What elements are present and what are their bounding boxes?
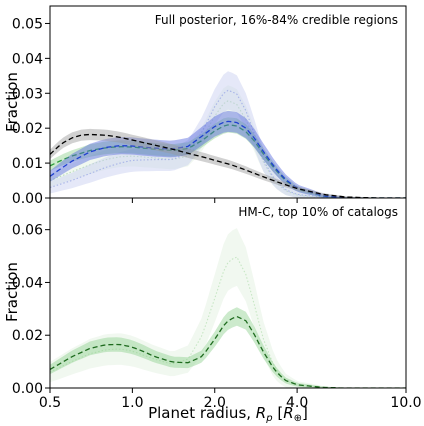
y-tick-label-0-5: 0.05 (12, 16, 43, 32)
y-tick-label-1-1: 0.02 (12, 328, 43, 344)
series-band-1-1 (50, 228, 406, 388)
x-tick-label-1: 1.0 (121, 395, 143, 411)
series-line-0-0 (50, 133, 406, 198)
series-line-0-2 (50, 124, 406, 198)
top-panel: 0.00 0.01 0.02 0.03 0.04 0.05 Full posterior, … (3, 5, 407, 207)
series-band-1-0 (50, 307, 406, 388)
x-axis-label: Planet radius, Rp [R⊕] (148, 404, 308, 424)
axes-frame-1 (49, 197, 407, 389)
y-tick-label-0-1: 0.01 (12, 156, 43, 172)
x-tick-label-3: 4.0 (286, 395, 308, 411)
series-line-1-0 (50, 315, 406, 388)
y-tick-label-1-0: 0.00 (12, 381, 43, 397)
y-tick-label-0-3: 0.03 (12, 86, 43, 102)
x-tick-label-0: 0.5 (39, 395, 61, 411)
y-tick-label-1-3: 0.06 (12, 223, 43, 239)
bottom-panel-annotation: HM-C, top 10% of catalogs (238, 205, 398, 219)
plot-area-1 (50, 228, 406, 388)
bottom-y-axis-label: Fraction (3, 262, 21, 322)
plot-area-0 (50, 71, 406, 198)
x-tick-label-2: 2.0 (204, 395, 226, 411)
series-band-0-3 (50, 71, 406, 198)
y-tick-label-0-2: 0.02 (12, 121, 43, 137)
y-tick-label-0-0: 0.00 (12, 191, 43, 207)
series-line-1-1 (50, 256, 406, 388)
series-line-0-4 (50, 100, 406, 198)
y-tick-label-1-2: 0.04 (12, 275, 43, 291)
top-panel-annotation: Full posterior, 16%-84% credible regions (155, 13, 398, 27)
bottom-panel: 0.00 0.02 0.04 0.06 0.5 1.0 2.0 4.0 10.0 HM-C, to… (3, 197, 422, 411)
series-line-0-3 (50, 89, 406, 198)
series-line-0-1 (50, 120, 406, 198)
top-y-axis-label: Fraction (3, 72, 21, 132)
x-tick-label-4: 10.0 (390, 395, 421, 411)
y-tick-label-0-4: 0.04 (12, 51, 43, 67)
series-band-0-4 (50, 85, 406, 198)
series-band-0-1 (50, 110, 406, 198)
